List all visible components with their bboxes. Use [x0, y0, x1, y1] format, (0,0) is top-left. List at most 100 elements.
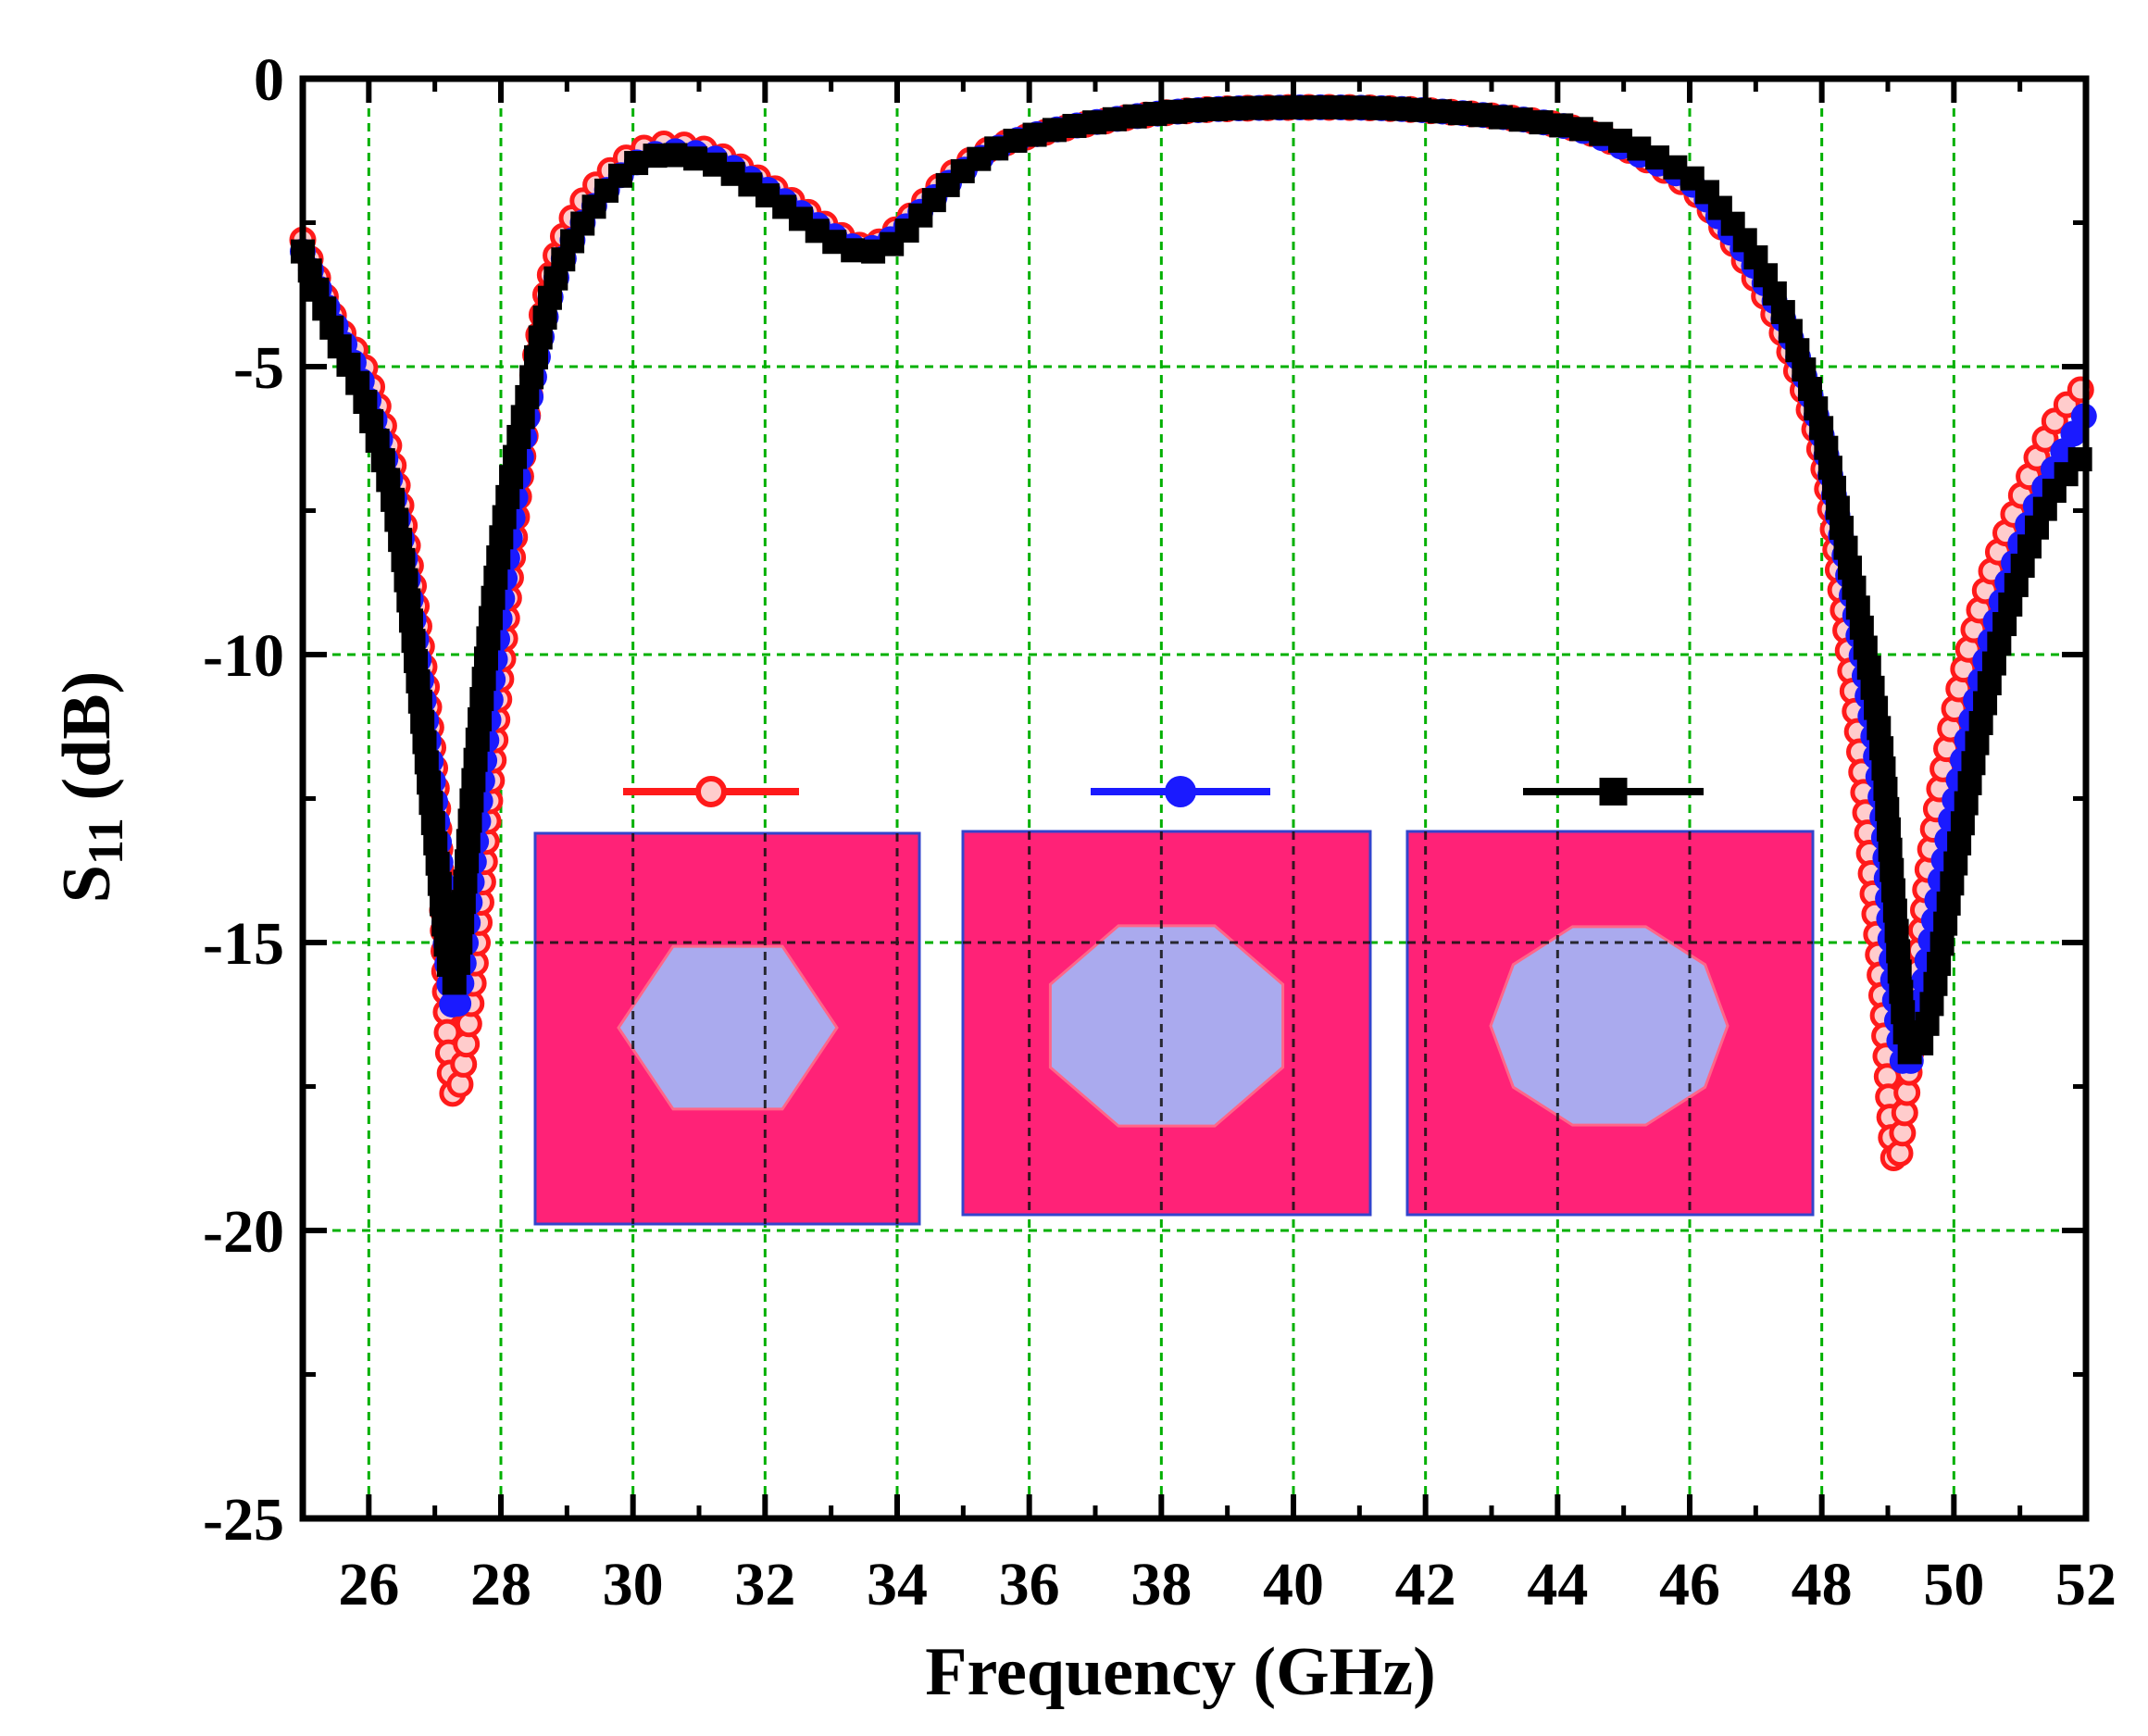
series-3-marker — [388, 528, 413, 553]
series-3-marker — [471, 667, 496, 692]
legend-entry-2 — [1091, 776, 1270, 807]
series-3-marker — [1102, 106, 1127, 131]
x-tick-labels: 26 28 30 32 34 36 38 40 42 44 46 48 50 52 — [338, 1551, 2117, 1618]
series-3-marker — [469, 687, 494, 712]
series-3 — [291, 94, 2092, 1065]
series-3-marker — [1923, 971, 1948, 996]
series-3-marker — [1265, 95, 1290, 120]
series-3-marker — [1163, 99, 1188, 124]
series-3-marker — [1467, 103, 1492, 128]
series-3-marker — [1508, 107, 1533, 132]
series-3-marker — [401, 629, 426, 654]
y-axis-title-main: S — [49, 865, 125, 903]
series-3-marker — [1224, 96, 1249, 121]
series-3-marker — [393, 568, 418, 593]
series-3-marker — [1884, 918, 1909, 943]
series-3-marker — [457, 808, 482, 833]
x-tick-label: 34 — [867, 1551, 928, 1618]
inset-patch-octagon — [1048, 924, 1285, 1128]
series-3-marker — [459, 788, 484, 813]
series-3-marker — [495, 484, 520, 509]
x-tick-label: 44 — [1527, 1551, 1588, 1618]
series-3-marker — [404, 649, 429, 674]
series-3-marker — [1122, 104, 1147, 129]
series-3-marker — [1529, 110, 1554, 135]
legend-entry-1 — [623, 776, 799, 807]
y-axis-title-unit: (dB) — [49, 671, 125, 818]
series-3-marker — [414, 750, 439, 775]
series-3-marker — [1881, 878, 1906, 903]
series-3-marker — [1367, 95, 1392, 120]
y-tick-label: -10 — [203, 622, 284, 690]
x-tick-label: 32 — [734, 1551, 795, 1618]
series-3-marker — [1082, 110, 1107, 135]
series-3-marker — [481, 585, 506, 610]
legend — [623, 776, 1704, 807]
series-3-marker — [1871, 756, 1896, 781]
series-3-marker — [1204, 96, 1229, 121]
series-3-marker — [450, 910, 475, 935]
y-axis-title: S11 (dB) — [49, 671, 133, 904]
y-tick-label: -5 — [233, 334, 284, 402]
series-3-marker — [463, 747, 488, 772]
grid-overlay — [535, 831, 1813, 1224]
series-3-marker — [456, 829, 481, 854]
series-3-marker — [1876, 817, 1901, 842]
x-tick-label: 48 — [1792, 1551, 1853, 1618]
series-3-marker — [841, 238, 866, 263]
series-3-marker — [476, 626, 501, 651]
series-3-marker — [1891, 1000, 1916, 1025]
inset-patches — [533, 830, 1815, 1226]
series-3-marker — [396, 588, 421, 613]
series-3-marker — [1887, 959, 1912, 984]
series-3-marker — [1183, 98, 1208, 123]
y-tick-label: -20 — [203, 1198, 284, 1266]
series-3-marker — [384, 507, 409, 532]
series-3-marker — [492, 505, 517, 530]
series-3-marker — [1346, 95, 1371, 120]
x-tick-label: 52 — [2055, 1551, 2117, 1618]
inset-patch-hexagon — [617, 944, 839, 1111]
legend-marker — [695, 776, 727, 807]
series-3-marker — [489, 525, 514, 550]
legend-marker — [1165, 776, 1196, 807]
legend-marker — [1599, 778, 1628, 806]
series-3-marker — [461, 768, 486, 793]
series-3-marker — [453, 869, 478, 894]
x-tick-label: 26 — [338, 1551, 399, 1618]
series-3-marker — [448, 930, 473, 955]
series-3-marker — [420, 811, 445, 836]
y-tick-label: -15 — [203, 910, 284, 978]
x-tick-label: 30 — [603, 1551, 664, 1618]
series-3-marker — [427, 871, 452, 896]
series-3-marker — [412, 730, 437, 755]
x-axis-title: Frequency (GHz) — [925, 1634, 1435, 1710]
x-tick-label: 28 — [470, 1551, 531, 1618]
series-3-marker — [418, 791, 443, 816]
y-tick-label: 0 — [254, 46, 284, 114]
series-3-marker — [410, 709, 435, 734]
y-tick-labels: 0 -5 -10 -15 -20 -25 — [203, 46, 284, 1554]
series-3-marker — [1875, 796, 1900, 821]
series-3-marker — [1326, 94, 1351, 119]
series-3-marker — [1889, 980, 1914, 1005]
x-tick-label: 46 — [1659, 1551, 1720, 1618]
series-3-marker — [417, 770, 442, 795]
series-3-marker — [455, 849, 480, 874]
series-3-marker — [1933, 911, 1958, 936]
series-3-marker — [663, 143, 688, 168]
series-3-marker — [1488, 105, 1513, 130]
series-3-marker — [483, 565, 508, 590]
series-3-marker — [478, 606, 503, 631]
x-tick-label: 50 — [1923, 1551, 1984, 1618]
series-3-marker — [425, 851, 450, 876]
series-3-marker — [446, 950, 471, 975]
series-3-marker — [430, 892, 455, 917]
series-3-marker — [1936, 891, 1961, 916]
series-layer — [289, 94, 2097, 1171]
series-3-marker — [1950, 811, 1975, 836]
x-tick-label: 40 — [1263, 1551, 1324, 1618]
series-2-marker — [445, 990, 472, 1017]
series-3-marker — [1305, 94, 1330, 119]
series-3-marker — [406, 668, 431, 693]
